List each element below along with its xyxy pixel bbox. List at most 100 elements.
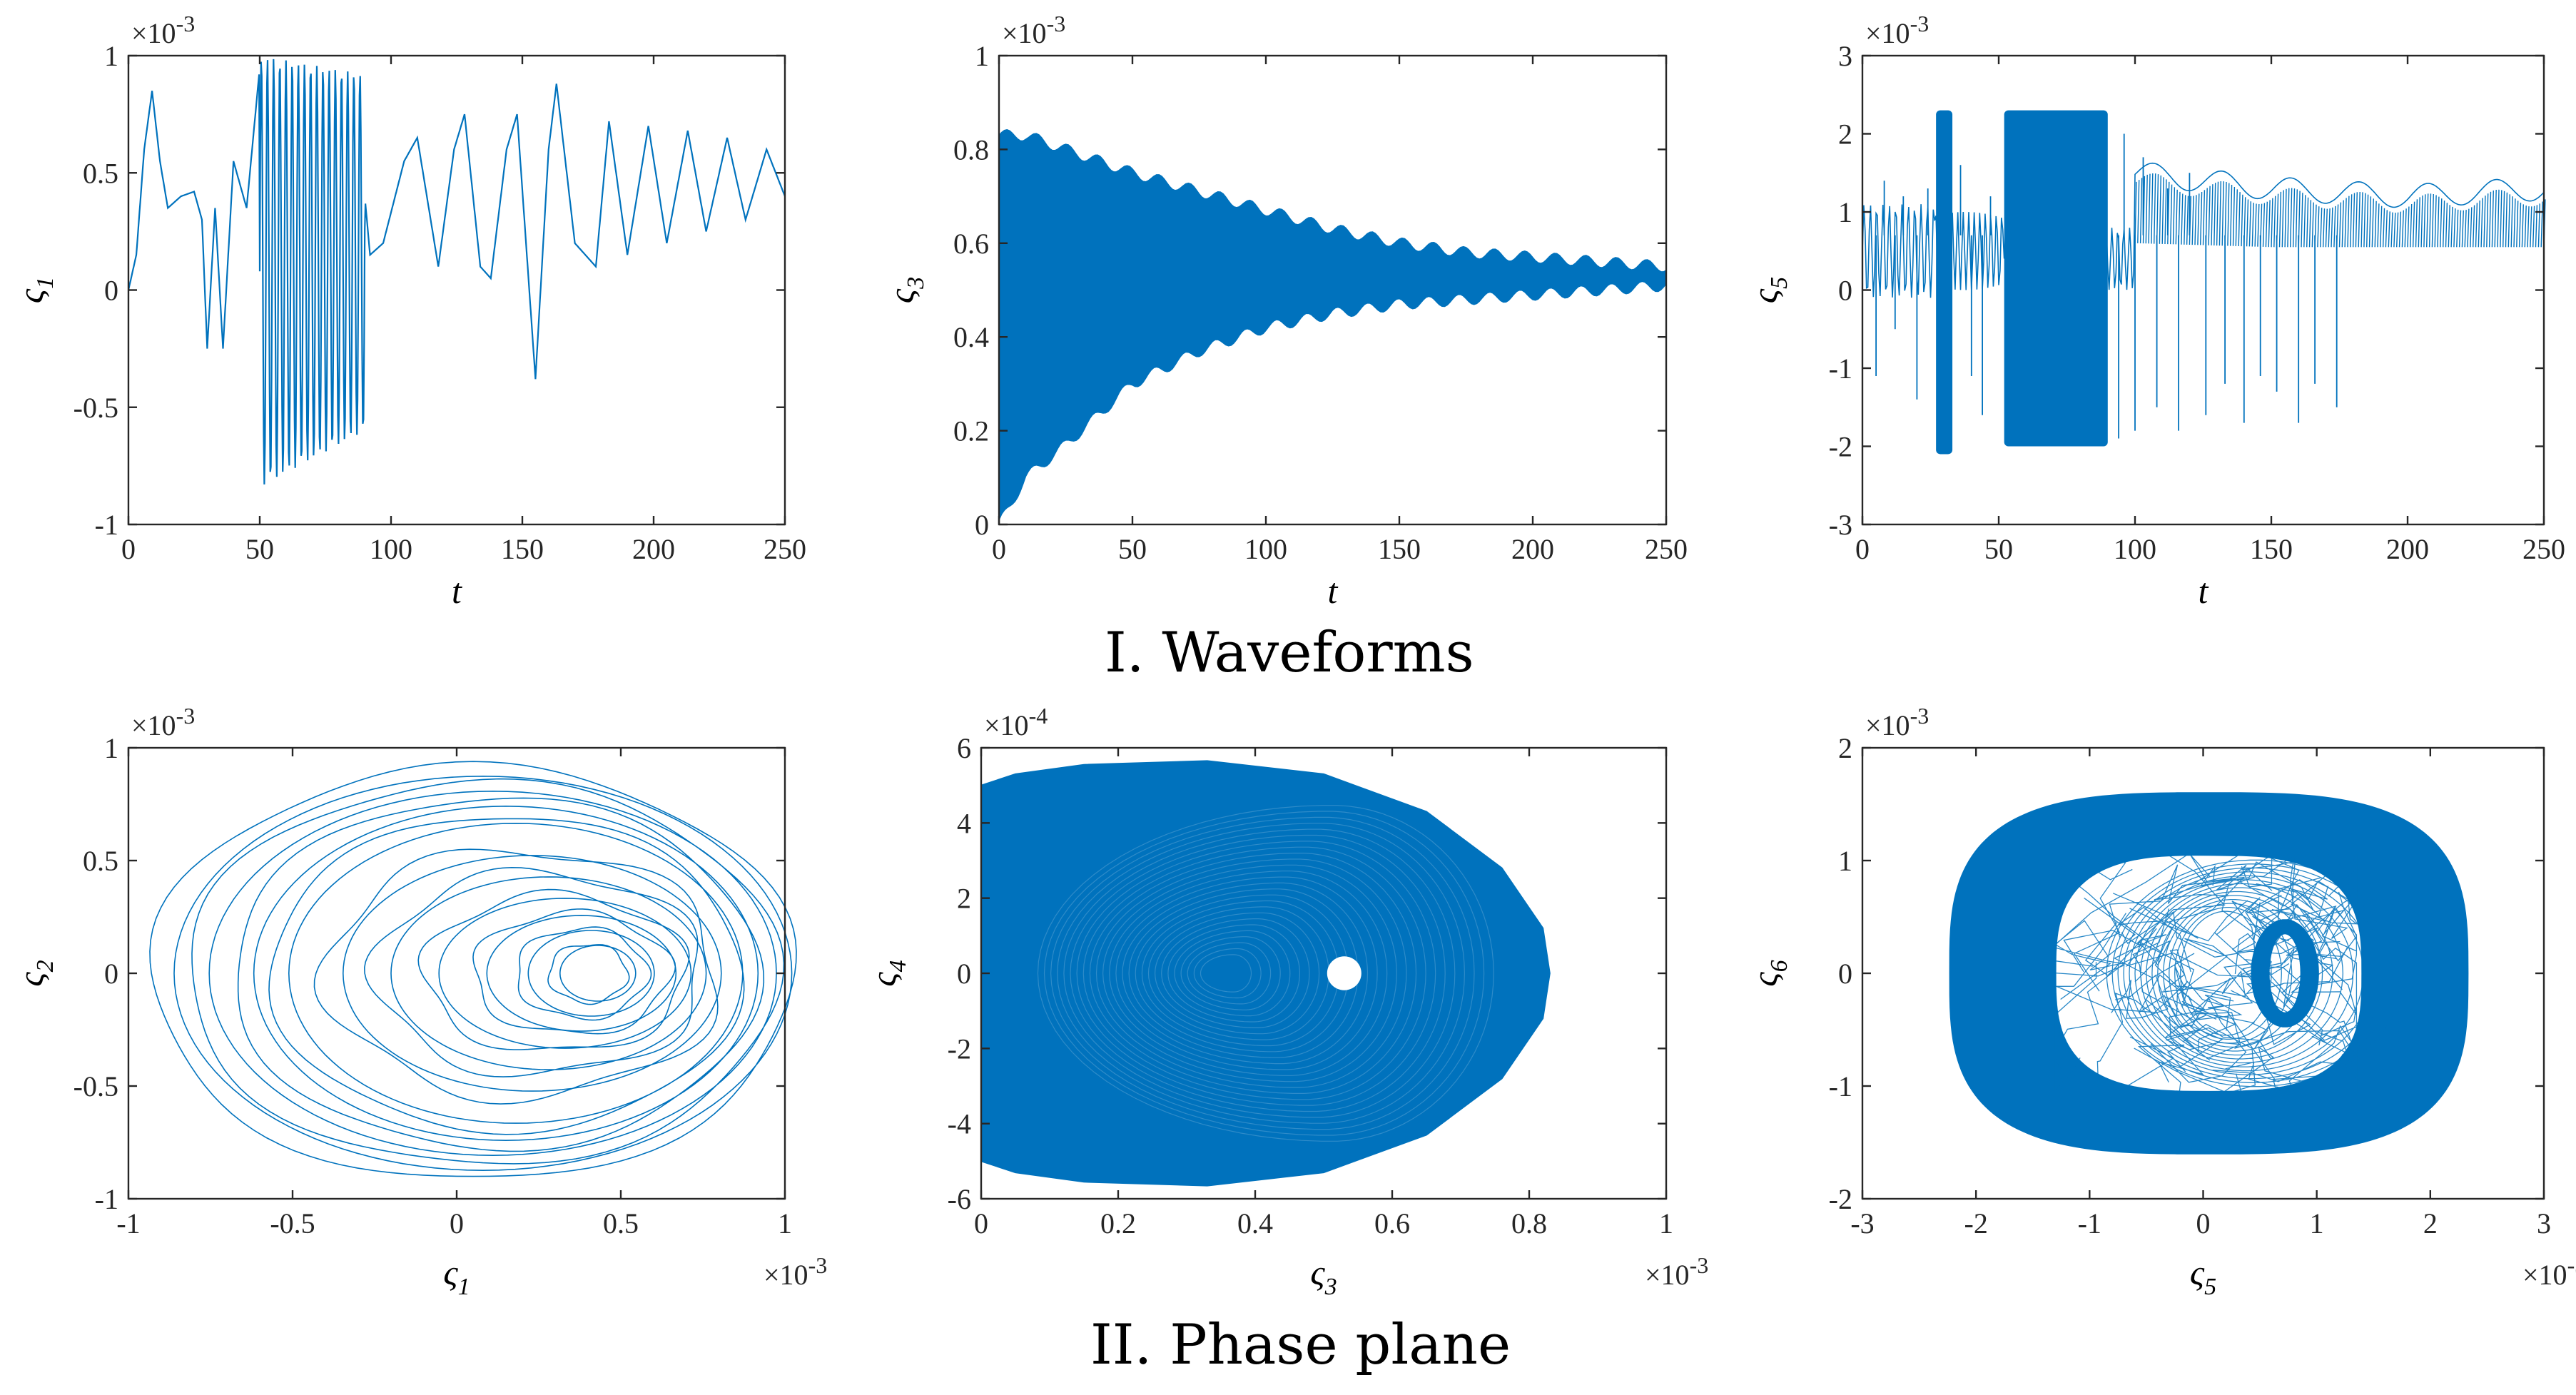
x-tick-label: 0 bbox=[1855, 533, 1870, 565]
chart-wave1: 0 50 100 150 200 250 -1 -0.5 0 0.5 1 t ς1 ×10-3 bbox=[11, 11, 806, 611]
x-tick-label: 1 bbox=[2310, 1207, 2324, 1239]
y-tick-label: 0 bbox=[975, 509, 989, 541]
x-tick-label: 0 bbox=[974, 1207, 988, 1239]
y-axis-label: ς3 bbox=[881, 277, 929, 303]
x-tick-label: 150 bbox=[1378, 533, 1421, 565]
y-tick-label: -1 bbox=[1829, 1070, 1852, 1102]
y-tick-label: 1 bbox=[975, 40, 989, 72]
x-tick-label: 200 bbox=[2386, 533, 2429, 565]
y-tick-label: 0.2 bbox=[953, 415, 989, 447]
y-axis-label: ς1 bbox=[11, 277, 59, 303]
x-tick-label: 0 bbox=[992, 533, 1006, 565]
y-tick-label: -1 bbox=[1829, 352, 1852, 385]
y-axis-label: ς5 bbox=[1745, 277, 1792, 303]
center-hole bbox=[1327, 956, 1361, 990]
x-tick-label: 150 bbox=[2250, 533, 2293, 565]
y-tick-label: 0.8 bbox=[953, 133, 989, 166]
series-band-s5 bbox=[2134, 173, 2546, 248]
y-exponent-label: ×10-3 bbox=[131, 703, 195, 741]
y-tick-label: -1 bbox=[95, 1183, 118, 1215]
y-exponent-label: ×10-4 bbox=[984, 703, 1048, 741]
chart-phase34: 0 0.2 0.4 0.6 0.8 1 -6 -4 -2 0 2 4 6 ς3 ς4 ×10-4 ×10-3 bbox=[863, 703, 1708, 1300]
y-tick-label: -1 bbox=[95, 509, 118, 541]
x-exponent-label: ×10-3 bbox=[1645, 1252, 1708, 1291]
x-tick-label: 150 bbox=[501, 533, 544, 565]
x-tick-label: -2 bbox=[1964, 1207, 1988, 1239]
x-tick-label: 50 bbox=[1984, 533, 2013, 565]
y-tick-label: -4 bbox=[948, 1108, 971, 1140]
y-tick-label: 1 bbox=[1838, 845, 1852, 877]
x-tick-label: 200 bbox=[632, 533, 675, 565]
x-tick-label: 2 bbox=[2423, 1207, 2438, 1239]
data-layer bbox=[980, 760, 1551, 1187]
y-tick-label: -2 bbox=[948, 1033, 971, 1065]
y-tick-label: 0 bbox=[1838, 275, 1852, 307]
y-axis-label: ς4 bbox=[863, 960, 911, 986]
x-tick-label: 50 bbox=[245, 533, 274, 565]
x-tick-label: 0.2 bbox=[1100, 1207, 1136, 1239]
y-tick-label: 0.5 bbox=[83, 157, 118, 189]
y-tick-label: 0.6 bbox=[953, 228, 989, 260]
data-layer bbox=[149, 761, 797, 1177]
y-tick-label: 3 bbox=[1838, 40, 1852, 72]
y-tick-label: 0 bbox=[1838, 958, 1852, 990]
small-ring-s5-s6 bbox=[2251, 919, 2319, 1028]
y-tick-label: -6 bbox=[948, 1183, 971, 1215]
data-layer bbox=[1862, 110, 2546, 455]
x-axis-label: ς1 bbox=[443, 1252, 470, 1300]
y-exponent-label: ×10-3 bbox=[1865, 11, 1929, 49]
data-layer bbox=[127, 59, 786, 485]
x-tick-label: 250 bbox=[1645, 533, 1688, 565]
y-exponent-label: ×10-3 bbox=[1002, 11, 1065, 49]
x-tick-label: 1 bbox=[778, 1207, 792, 1239]
x-tick-label: 3 bbox=[2537, 1207, 2551, 1239]
y-tick-label: 0.4 bbox=[953, 321, 989, 353]
x-tick-label: 50 bbox=[1118, 533, 1147, 565]
burst-band-s5 bbox=[1936, 110, 1953, 455]
x-exponent-label: ×10-3 bbox=[764, 1252, 827, 1291]
x-tick-label: 1 bbox=[1659, 1207, 1673, 1239]
y-exponent-label: ×10-3 bbox=[1865, 703, 1929, 741]
y-tick-label: 2 bbox=[957, 883, 971, 915]
x-tick-label: -3 bbox=[1850, 1207, 1874, 1239]
y-tick-label: 2 bbox=[1838, 732, 1852, 764]
section-title-waveforms: I. Waveforms bbox=[1105, 621, 1474, 685]
chart-wave3: 0 50 100 150 200 250 0 0.2 0.4 0.6 0.8 1 t ς3 ×10-3 bbox=[881, 11, 1688, 611]
x-tick-label: 250 bbox=[2522, 533, 2565, 565]
x-tick-label: 100 bbox=[2114, 533, 2156, 565]
data-layer bbox=[1949, 792, 2469, 1155]
trajectory-striations bbox=[1037, 805, 1494, 1142]
x-tick-label: 100 bbox=[1244, 533, 1287, 565]
x-tick-label: 0.5 bbox=[603, 1207, 639, 1239]
x-tick-label: 0 bbox=[2196, 1207, 2211, 1239]
y-tick-label: -0.5 bbox=[73, 392, 118, 424]
x-axis-label: ς3 bbox=[1310, 1252, 1337, 1300]
series-line-s5 bbox=[1862, 162, 2545, 298]
y-tick-label: 0.5 bbox=[83, 845, 118, 877]
x-tick-label: 0.8 bbox=[1511, 1207, 1547, 1239]
series-line-s1 bbox=[127, 59, 786, 485]
axes-frame bbox=[998, 54, 1668, 526]
x-exponent-label: ×10-3 bbox=[2522, 1252, 2576, 1291]
y-tick-label: 1 bbox=[104, 732, 118, 764]
y-tick-label: 1 bbox=[104, 40, 118, 72]
y-tick-label: -2 bbox=[1829, 431, 1852, 463]
orbit-lines-s1-s2 bbox=[149, 761, 797, 1177]
x-axis-label: t bbox=[1328, 571, 1339, 611]
x-tick-label: 250 bbox=[764, 533, 806, 565]
chart-phase12: -1 -0.5 0 0.5 1 -1 -0.5 0 0.5 1 ς1 ς2 ×10-3 ×10-3 bbox=[11, 703, 827, 1300]
x-tick-label: 0.6 bbox=[1374, 1207, 1410, 1239]
section-title-phase-plane: II. Phase plane bbox=[1090, 1313, 1511, 1377]
x-axis-label: t bbox=[452, 571, 462, 611]
x-tick-label: -0.5 bbox=[270, 1207, 315, 1239]
burst-band-s5 bbox=[2004, 110, 2108, 447]
x-tick-label: 0.4 bbox=[1237, 1207, 1273, 1239]
x-tick-label: 100 bbox=[370, 533, 412, 565]
y-tick-label: 0 bbox=[104, 275, 118, 307]
x-axis-label: t bbox=[2199, 571, 2209, 611]
y-tick-label: 2 bbox=[1838, 118, 1852, 151]
spikes-s5 bbox=[1875, 133, 2338, 439]
y-tick-label: 4 bbox=[957, 807, 971, 839]
